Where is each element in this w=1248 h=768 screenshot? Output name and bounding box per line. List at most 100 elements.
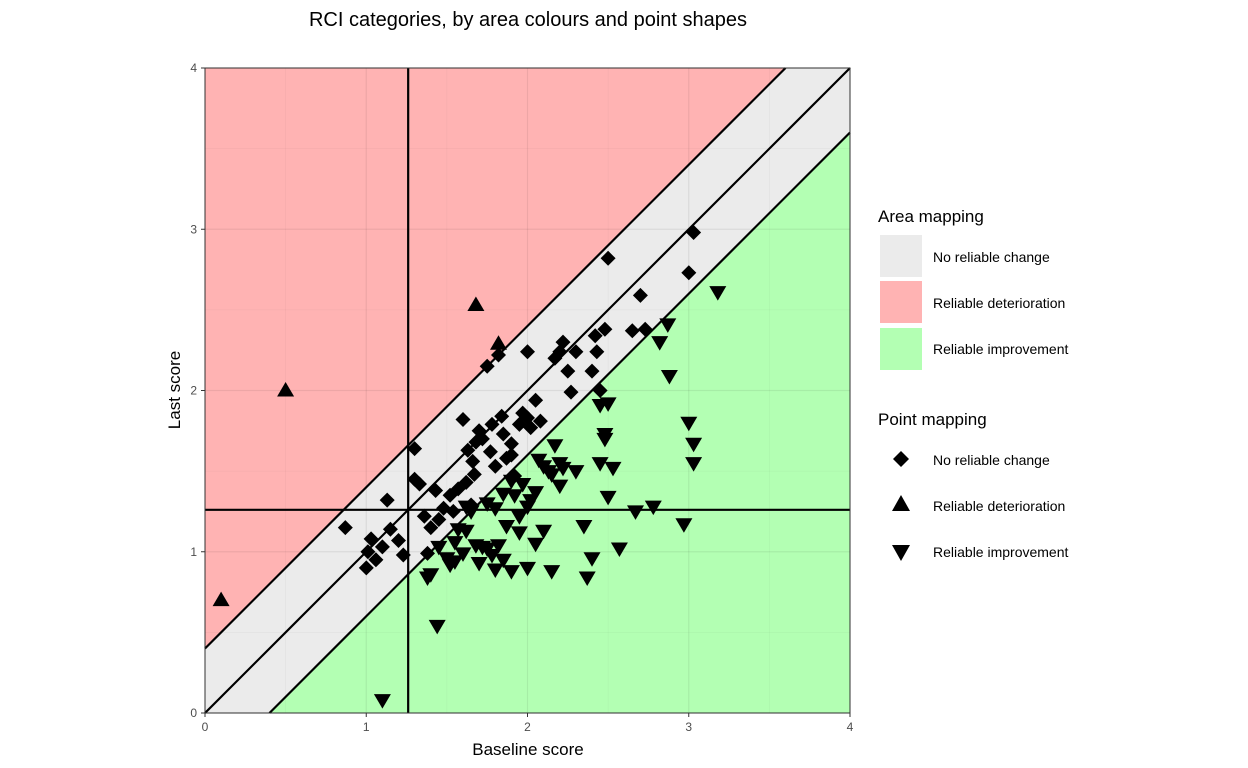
point-triangle-down — [627, 505, 644, 520]
point-triangle-down — [494, 553, 512, 569]
plot-panel — [204, 67, 851, 714]
point-diamond — [532, 413, 548, 429]
point-triangle-down — [519, 500, 536, 516]
legend-triangle-up-icon — [892, 495, 910, 511]
point-triangle-down — [502, 565, 520, 580]
point-diamond — [391, 533, 406, 548]
point-triangle-down — [535, 524, 553, 540]
point-triangle-down — [583, 552, 601, 567]
point-triangle-down — [604, 461, 622, 477]
point-diamond — [503, 447, 519, 463]
point-triangle-down — [551, 479, 569, 495]
point-triangle-down — [709, 286, 727, 301]
point-diamond — [358, 560, 374, 576]
point-triangle-down — [551, 457, 569, 472]
point-triangle-down — [567, 465, 585, 480]
point-triangle-down — [478, 497, 496, 512]
point-diamond — [487, 458, 503, 474]
point-triangle-down — [373, 694, 391, 709]
point-diamond — [428, 483, 444, 498]
point-triangle-down — [599, 397, 617, 412]
legend-area-label-improvement: Reliable improvement — [933, 341, 1069, 357]
point-triangle-down — [675, 518, 693, 533]
point-triangle-up — [490, 335, 507, 350]
point-diamond — [420, 545, 435, 561]
point-triangle-down — [575, 520, 593, 535]
legend-point-label-improvement: Reliable improvement — [933, 544, 1069, 560]
point-triangle-down — [685, 437, 703, 453]
point-triangle-up — [277, 382, 295, 397]
point-triangle-down — [498, 520, 515, 535]
point-diamond — [479, 358, 495, 374]
point-triangle-down — [470, 557, 488, 572]
point-diamond — [379, 492, 395, 508]
point-triangle-down — [685, 457, 703, 472]
y-axis: 0 1 2 3 4 — [190, 61, 205, 720]
y-tick-label: 1 — [190, 545, 197, 559]
x-axis-label: Baseline score — [472, 740, 584, 759]
point-diamond — [681, 265, 697, 281]
point-triangle-down — [578, 571, 596, 586]
x-tick-label: 2 — [524, 720, 531, 734]
point-diamond — [423, 520, 439, 536]
point-triangle-up — [467, 296, 485, 311]
y-axis-label: Last score — [165, 351, 184, 429]
point-diamond — [528, 392, 544, 408]
point-diamond — [494, 408, 510, 424]
y-tick-label: 4 — [190, 61, 197, 75]
point-diamond — [368, 552, 384, 568]
point-triangle-down — [430, 540, 448, 556]
point-diamond — [624, 323, 640, 339]
point-triangle-down — [486, 563, 504, 578]
point-triangle-down — [502, 474, 520, 490]
point-diamond — [563, 384, 579, 400]
point-triangle-down — [660, 370, 678, 385]
point-diamond — [395, 547, 411, 563]
point-diamond — [600, 250, 616, 266]
x-axis: 0 1 2 3 4 — [202, 713, 854, 734]
point-triangle-down — [510, 510, 528, 525]
point-triangle-down — [510, 526, 528, 541]
point-triangle-down — [543, 565, 561, 580]
point-diamond — [484, 416, 500, 432]
point-diamond — [337, 520, 353, 536]
point-diamond — [520, 410, 535, 426]
point-triangle-down — [680, 416, 698, 432]
legend-area-key-no-change — [880, 235, 922, 277]
legend-area-label-no-change: No reliable change — [933, 249, 1050, 265]
point-diamond — [503, 436, 519, 452]
legend-point-title: Point mapping — [878, 410, 987, 429]
point-diamond — [495, 426, 511, 442]
point-diamond — [584, 363, 600, 379]
point-triangle-down — [457, 500, 475, 516]
point-triangle-down — [486, 502, 504, 517]
legend-area-title: Area mapping — [878, 207, 984, 226]
x-tick-label: 1 — [363, 720, 370, 734]
point-triangle-down — [446, 536, 464, 551]
legend-point-label-no-change: No reliable change — [933, 452, 1050, 468]
point-diamond — [560, 363, 576, 379]
legend-point-label-deterioration: Reliable deterioration — [933, 498, 1065, 514]
point-diamond — [589, 344, 605, 360]
legend: Area mapping No reliable change Reliable… — [878, 207, 1069, 561]
legend-area-key-deterioration — [880, 281, 922, 323]
point-triangle-down — [591, 457, 609, 472]
point-triangle-down — [422, 568, 440, 583]
point-triangle-down — [644, 500, 662, 516]
point-triangle-down — [519, 561, 536, 577]
x-tick-label: 0 — [202, 720, 209, 734]
point-diamond — [460, 442, 476, 458]
point-triangle-down — [546, 439, 564, 454]
point-diamond — [416, 508, 432, 524]
point-diamond — [465, 453, 481, 469]
point-diamond — [458, 474, 474, 490]
y-tick-label: 0 — [190, 706, 197, 720]
point-diamond — [455, 412, 471, 427]
point-triangle-down — [543, 468, 561, 483]
x-tick-label: 4 — [847, 720, 854, 734]
x-tick-label: 3 — [685, 720, 692, 734]
point-triangle-down — [527, 486, 545, 501]
point-diamond — [482, 444, 498, 460]
point-triangle-down — [659, 318, 677, 333]
point-diamond — [474, 431, 490, 447]
